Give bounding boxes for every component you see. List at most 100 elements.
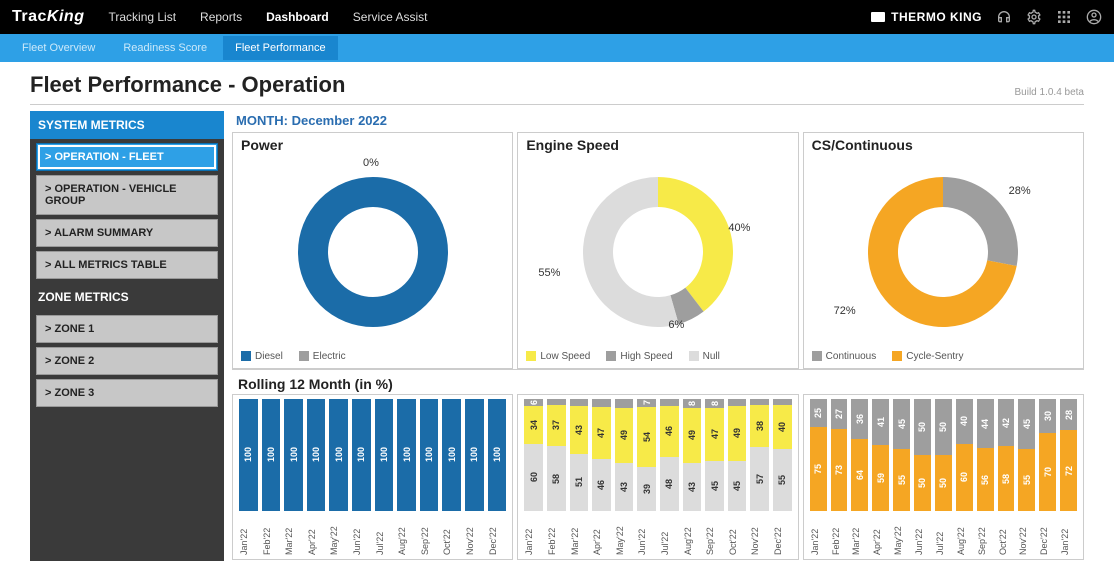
bar-segment-label: 44 xyxy=(980,419,990,429)
bar-segment: 45 xyxy=(728,461,747,511)
bar-segment: 43 xyxy=(570,406,589,454)
bar-segment-label: 46 xyxy=(664,426,674,436)
bar-segment-label: 34 xyxy=(529,420,539,430)
sidebar-item[interactable]: > ZONE 1 xyxy=(36,315,218,343)
bar-column: 5738 xyxy=(750,399,769,511)
x-label: Nov'22 xyxy=(465,515,484,555)
bar-segment-label: 54 xyxy=(642,432,652,442)
bar-segment-label: 39 xyxy=(642,484,652,494)
bar-segment: 25 xyxy=(810,399,827,427)
bar-segment: 100 xyxy=(307,399,326,511)
bar-column: 100 xyxy=(465,399,484,511)
bar-segment-label: 51 xyxy=(574,477,584,487)
bar-segment-label: 40 xyxy=(959,416,969,426)
rolling-row: 100100100100100100100100100100100100Jan'… xyxy=(232,394,1084,560)
page-title-row: Fleet Performance - Operation Build 1.0.… xyxy=(30,72,1084,105)
rolling-panel: 100100100100100100100100100100100100Jan'… xyxy=(232,394,513,560)
topbar: TracKing Tracking List Reports Dashboard Se… xyxy=(0,0,1114,34)
bar-segment-label: 100 xyxy=(356,447,366,462)
bar-segment: 100 xyxy=(465,399,484,511)
stacked-bars: 7525732764365941554550505050604056445842… xyxy=(810,399,1077,511)
main-area: MONTH: December 2022 Power0%DieselElectr… xyxy=(232,111,1084,561)
sidebar-item[interactable]: > OPERATION - VEHICLE GROUP xyxy=(36,175,218,215)
bar-column: 100 xyxy=(262,399,281,511)
topnav-item-service-assist[interactable]: Service Assist xyxy=(353,10,428,24)
bar-segment xyxy=(615,399,634,408)
bar-segment: 51 xyxy=(570,454,589,511)
bar-segment: 45 xyxy=(1018,399,1035,449)
x-label: Sep'22 xyxy=(705,515,724,555)
bar-segment: 50 xyxy=(914,455,931,511)
bar-segment: 27 xyxy=(831,399,848,429)
bar-segment-label: 75 xyxy=(813,464,823,474)
legend: ContinuousCycle-Sentry xyxy=(804,347,1083,368)
bar-segment: 57 xyxy=(750,447,769,511)
sidebar-item[interactable]: > OPERATION - FLEET xyxy=(36,143,218,171)
user-icon[interactable] xyxy=(1086,9,1102,25)
x-label: Aug'22 xyxy=(683,515,702,555)
x-label: Jan'22 xyxy=(810,515,827,555)
page-title: Fleet Performance - Operation xyxy=(30,72,345,98)
bar-segment-label: 100 xyxy=(424,447,434,462)
bar-segment-label: 100 xyxy=(447,447,457,462)
bar-segment-label: 45 xyxy=(1022,419,1032,429)
bar-segment: 100 xyxy=(420,399,439,511)
bar-segment: 30 xyxy=(1039,399,1056,433)
sidebar-item[interactable]: > ZONE 2 xyxy=(36,347,218,375)
x-label: Dec'22 xyxy=(488,515,507,555)
bar-segment: 49 xyxy=(728,406,747,461)
topnav-item-tracking-list[interactable]: Tracking List xyxy=(108,10,176,24)
sidebar-item[interactable]: > ALL METRICS TABLE xyxy=(36,251,218,279)
bar-segment: 72 xyxy=(1060,430,1077,511)
bar-segment: 38 xyxy=(750,405,769,448)
bar-column: 6436 xyxy=(851,399,868,511)
x-label: Aug'22 xyxy=(956,515,973,555)
topnav-item-reports[interactable]: Reports xyxy=(200,10,242,24)
subtab-fleet-overview[interactable]: Fleet Overview xyxy=(10,36,107,60)
subtab-fleet-performance[interactable]: Fleet Performance xyxy=(223,36,337,60)
card-title: Engine Speed xyxy=(518,133,797,157)
headset-icon[interactable] xyxy=(996,9,1012,25)
x-label: Jul'22 xyxy=(660,515,679,555)
bar-segment-label: 43 xyxy=(574,425,584,435)
bar-column: 5050 xyxy=(914,399,931,511)
bar-segment: 100 xyxy=(329,399,348,511)
x-label: Jan'22 xyxy=(1060,515,1077,555)
bar-column: 100 xyxy=(375,399,394,511)
bar-segment-label: 55 xyxy=(1022,475,1032,485)
x-label: Mar'22 xyxy=(570,515,589,555)
bar-segment-label: 40 xyxy=(777,422,787,432)
bar-segment: 100 xyxy=(375,399,394,511)
bar-segment: 49 xyxy=(615,408,634,463)
bar-segment: 7 xyxy=(637,399,656,407)
bar-segment: 39 xyxy=(637,467,656,511)
bar-segment-label: 36 xyxy=(855,414,865,424)
bar-segment-label: 45 xyxy=(732,481,742,491)
bar-segment: 100 xyxy=(488,399,507,511)
bar-column: 5941 xyxy=(872,399,889,511)
sidebar-item[interactable]: > ZONE 3 xyxy=(36,379,218,407)
bar-column: 4846 xyxy=(660,399,679,511)
apps-icon[interactable] xyxy=(1056,9,1072,25)
gear-icon[interactable] xyxy=(1026,9,1042,25)
bar-segment: 55 xyxy=(773,449,792,511)
bar-segment-label: 49 xyxy=(619,430,629,440)
bar-segment xyxy=(570,399,589,406)
sidebar-section-system: SYSTEM METRICS xyxy=(30,111,224,139)
subtab-readiness-score[interactable]: Readiness Score xyxy=(111,36,219,60)
bar-segment-label: 60 xyxy=(959,472,969,482)
x-axis-labels: Jan'22Feb'22Mar'22Apr'22May'22Jun'22Jul'… xyxy=(524,515,791,555)
sidebar-item[interactable]: > ALARM SUMMARY xyxy=(36,219,218,247)
x-label: Aug'22 xyxy=(397,515,416,555)
topnav-item-dashboard[interactable]: Dashboard xyxy=(266,10,329,24)
bar-segment: 8 xyxy=(705,399,724,408)
bar-segment-label: 55 xyxy=(777,475,787,485)
x-label: Apr'22 xyxy=(592,515,611,555)
bar-column: 100 xyxy=(488,399,507,511)
x-label: Jan'22 xyxy=(239,515,258,555)
brand-right: THERMO KING xyxy=(871,10,982,24)
bar-column: 45478 xyxy=(705,399,724,511)
donut-chart: 0% xyxy=(233,157,512,347)
app-logo[interactable]: TracKing xyxy=(12,8,84,26)
bar-segment: 43 xyxy=(615,463,634,511)
